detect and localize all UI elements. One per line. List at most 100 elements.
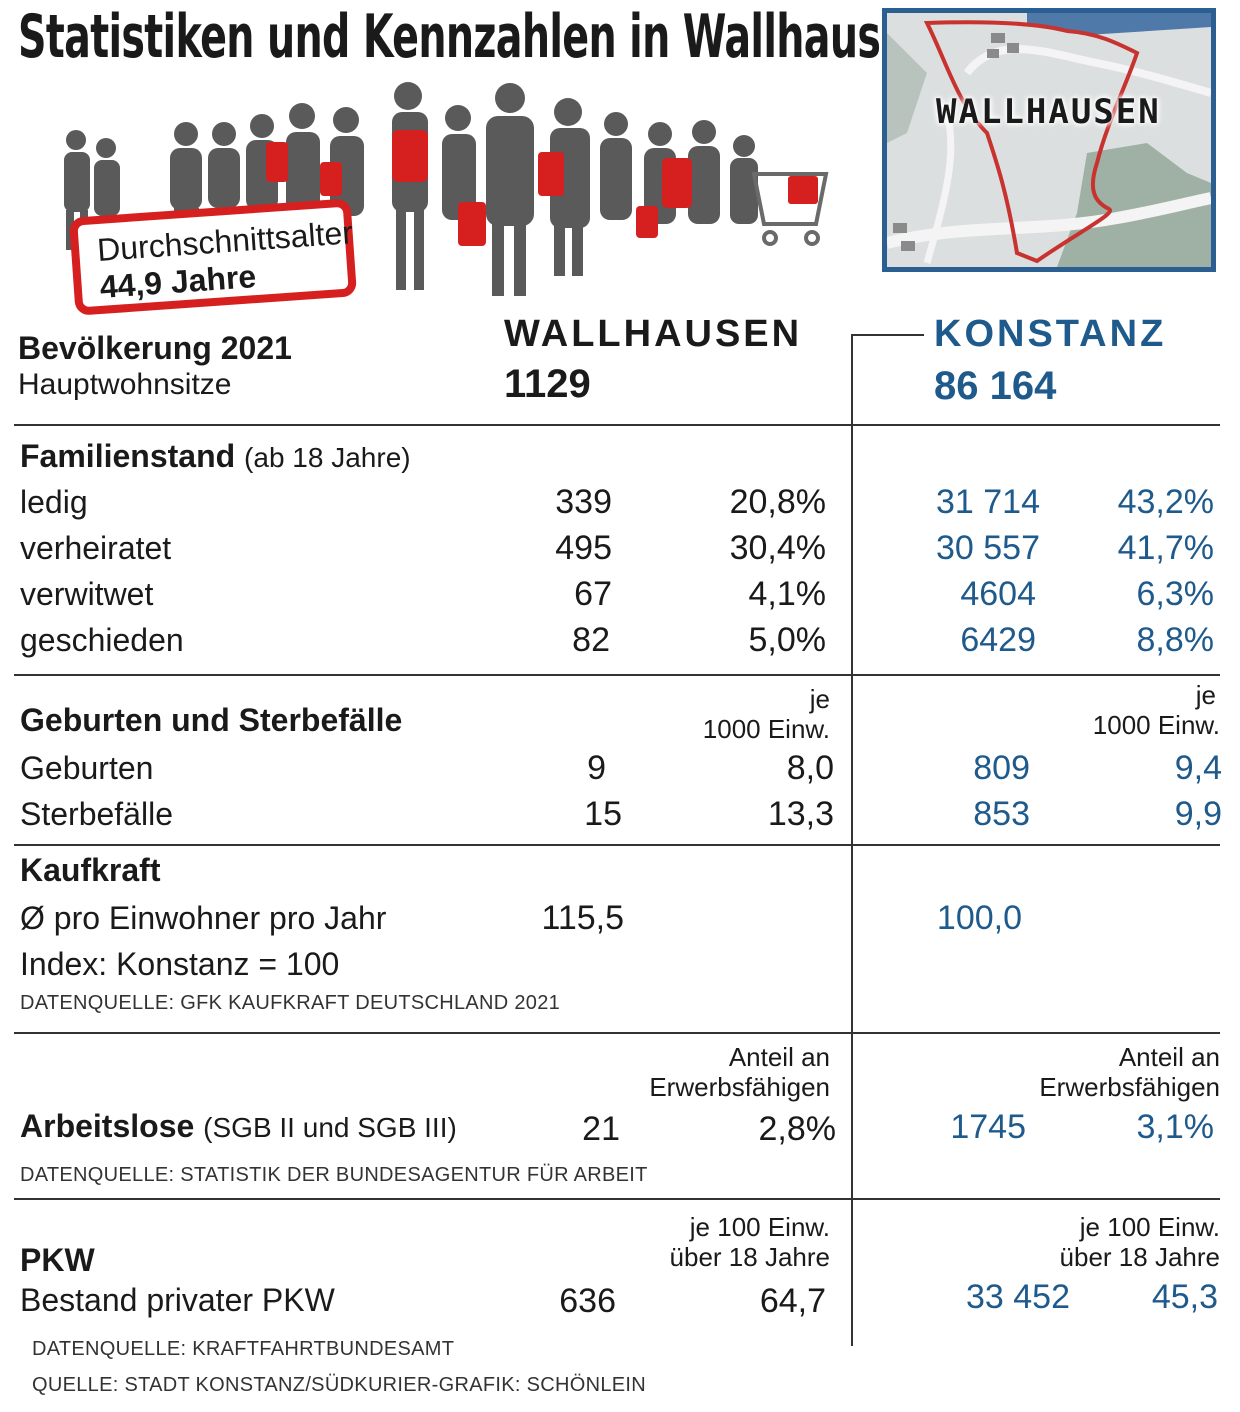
family-row-k-pct: 6,3% xyxy=(1136,575,1215,613)
red-bag xyxy=(320,162,342,196)
page-title: Statistiken und Kennzahlen in Wallhausen xyxy=(18,2,935,72)
purchasing-line2: Index: Konstanz = 100 xyxy=(20,946,340,982)
unemployment-unit-w-l1: Anteil an xyxy=(728,1042,830,1072)
person-silhouette xyxy=(94,138,120,216)
family-row-k-abs: 30 557 xyxy=(936,529,1040,567)
road xyxy=(923,112,955,264)
building xyxy=(1007,43,1019,53)
column-bracket xyxy=(852,334,924,336)
unemployment-unit-k-l1: Anteil an xyxy=(1118,1042,1220,1072)
family-row-w-pct: 4,1% xyxy=(748,575,827,613)
cars-w-rate: 64,7 xyxy=(759,1282,826,1320)
family-row-k-pct: 43,2% xyxy=(1117,483,1214,521)
red-shirt xyxy=(392,130,428,182)
shopping-cart xyxy=(751,172,829,226)
family-row-w-abs: 495 xyxy=(555,529,612,567)
purchasing-heading: Kaufkraft xyxy=(20,852,161,888)
cars-w-abs: 636 xyxy=(559,1282,616,1320)
unemployment-k-abs: 1745 xyxy=(950,1108,1026,1146)
family-row-w-abs: 82 xyxy=(572,621,610,659)
family-row-w-abs: 339 xyxy=(555,483,612,521)
municipality-boundary xyxy=(923,20,1140,264)
red-shirt xyxy=(266,142,288,182)
cars-unit-w-l1: je 100 Einw. xyxy=(689,1212,830,1242)
unemployment-heading: Arbeitslose xyxy=(20,1108,195,1144)
cars-unit-w-l2: über 18 Jahre xyxy=(669,1242,830,1272)
lake-area xyxy=(1027,13,1211,35)
births-unit-k-l1: je xyxy=(1195,680,1216,710)
location-map xyxy=(882,8,1216,272)
cars-source: DATENQUELLE: KRAFTFAHRTBUNDESAMT xyxy=(32,1338,455,1360)
family-heading-note: (ab 18 Jahre) xyxy=(244,442,411,473)
population-heading: Bevölkerung 2021 xyxy=(18,330,292,366)
average-age-box: Durchschnittsalter 44,9 Jahre xyxy=(68,198,358,316)
births-row-k-rate: 9,4 xyxy=(1174,749,1222,787)
family-row-k-abs: 31 714 xyxy=(936,483,1040,521)
column-divider xyxy=(851,334,853,1346)
section-divider xyxy=(14,424,1220,426)
purchasing-source: DATENQUELLE: GFK KAUFKRAFT DEUTSCHLAND 2… xyxy=(20,992,561,1014)
unemployment-heading-row: Arbeitslose (SGB II und SGB III) xyxy=(20,1108,457,1145)
purchasing-line1: Ø pro Einwohner pro Jahr xyxy=(20,900,387,936)
forest-area xyxy=(887,33,927,143)
red-bag xyxy=(636,206,658,238)
person-silhouette xyxy=(208,122,240,208)
family-row-label: geschieden xyxy=(20,622,184,658)
red-shirt xyxy=(538,152,564,196)
unemployment-unit-k-l2: Erwerbsfähigen xyxy=(1039,1072,1220,1102)
person-silhouette xyxy=(330,107,364,216)
cars-unit-k-l2: über 18 Jahre xyxy=(1059,1242,1220,1272)
unemployment-w-pct: 2,8% xyxy=(758,1110,837,1148)
cars-k-rate: 45,3 xyxy=(1151,1278,1218,1316)
family-row-label: ledig xyxy=(20,484,88,520)
building xyxy=(901,241,915,251)
section-divider xyxy=(14,844,1220,846)
family-row-w-pct: 5,0% xyxy=(748,621,827,659)
births-row-w-abs: 15 xyxy=(584,795,622,833)
family-heading: Familienstand xyxy=(20,438,236,474)
person-silhouette xyxy=(442,105,476,220)
red-bag xyxy=(458,202,486,246)
city-konstanz-name: KONSTANZ xyxy=(934,313,1167,355)
births-unit-w-l1: je xyxy=(809,684,830,714)
red-bag xyxy=(788,176,818,204)
section-divider xyxy=(14,1032,1220,1034)
unemployment-k-pct: 3,1% xyxy=(1136,1108,1215,1146)
road xyxy=(887,192,1211,249)
births-unit-k-l2: 1000 Einw. xyxy=(1092,710,1220,740)
births-row-k-rate: 9,9 xyxy=(1174,795,1222,833)
family-row-k-pct: 41,7% xyxy=(1117,529,1214,567)
family-row-label: verwitwet xyxy=(20,576,154,612)
city-konstanz-population: 86 164 xyxy=(934,364,1057,408)
births-row-label: Geburten xyxy=(20,750,154,786)
building xyxy=(987,49,999,58)
family-heading-row: Familienstand (ab 18 Jahre) xyxy=(20,438,411,475)
family-row-label: verheiratet xyxy=(20,530,172,566)
births-row-k-abs: 853 xyxy=(973,795,1030,833)
city-wallhausen-name: WALLHAUSEN xyxy=(504,313,803,355)
family-row-w-abs: 67 xyxy=(574,575,612,613)
unemployment-unit-w-l2: Erwerbsfähigen xyxy=(649,1072,830,1102)
births-row-w-abs: 9 xyxy=(587,749,606,787)
person-silhouette xyxy=(688,120,720,224)
building xyxy=(991,33,1005,43)
family-row-k-pct: 8,8% xyxy=(1136,621,1215,659)
building xyxy=(893,223,907,233)
section-divider xyxy=(14,674,1220,676)
person-silhouette xyxy=(730,135,758,224)
births-row-label: Sterbefälle xyxy=(20,796,173,832)
cars-heading: PKW xyxy=(20,1242,95,1278)
unemployment-heading-note: (SGB II und SGB III) xyxy=(203,1112,457,1143)
map-graphic xyxy=(887,13,1211,267)
red-shirt xyxy=(662,158,692,208)
family-row-w-pct: 30,4% xyxy=(729,529,826,567)
purchasing-k-value: 100,0 xyxy=(936,899,1022,937)
section-divider xyxy=(14,1198,1220,1200)
births-row-w-rate: 13,3 xyxy=(767,795,834,833)
family-row-w-pct: 20,8% xyxy=(729,483,826,521)
unemployment-w-abs: 21 xyxy=(582,1110,620,1148)
credit-line: QUELLE: STADT KONSTANZ/SÜDKURIER-GRAFIK:… xyxy=(32,1374,646,1396)
city-wallhausen-population: 1129 xyxy=(504,362,591,406)
births-row-k-abs: 809 xyxy=(973,749,1030,787)
cars-unit-k-l1: je 100 Einw. xyxy=(1079,1212,1220,1242)
